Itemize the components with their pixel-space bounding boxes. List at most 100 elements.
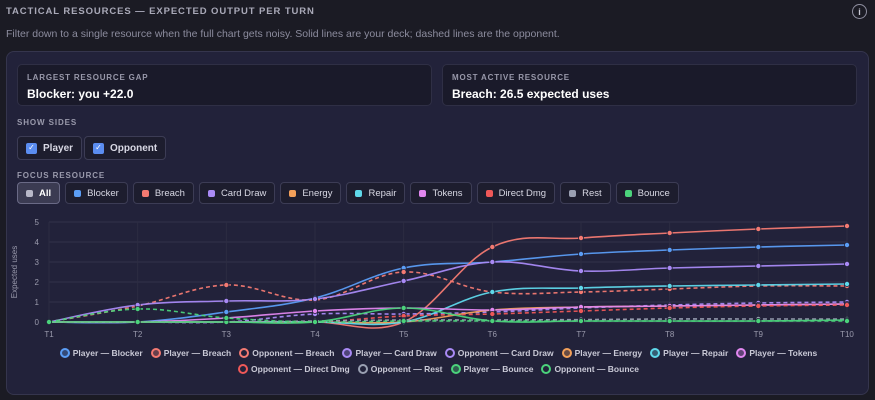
data-point-player-card-draw [223, 297, 230, 304]
legend-marker-icon [561, 348, 572, 358]
legend-item[interactable]: Player — Blocker [59, 348, 143, 358]
x-tick-label: T2 [133, 330, 143, 339]
legend-item[interactable]: Player — Breach [150, 348, 232, 358]
legend-marker-icon [150, 348, 161, 358]
show-sides-label: SHOW SIDES [17, 118, 78, 127]
focus-chip-direct-dmg[interactable]: Direct Dmg [476, 182, 556, 204]
chip-color-swatch [207, 189, 215, 197]
data-point-player-bounce [134, 318, 141, 325]
legend-label: Player — Energy [574, 348, 643, 358]
focus-chip-all[interactable]: All [17, 182, 61, 204]
chip-color-swatch [419, 189, 427, 197]
data-point-opponent-bounce [578, 317, 585, 324]
chart-card: LARGEST RESOURCE GAP Blocker: you +22.0 … [6, 51, 869, 395]
data-point-player-card-draw [844, 260, 851, 267]
legend-label: Player — Bounce [463, 364, 534, 374]
data-point-player-card-draw [311, 295, 318, 302]
data-point-opponent-bounce [755, 317, 762, 324]
x-tick-label: T7 [576, 330, 586, 339]
panel-subtitle: Filter down to a single resource when th… [6, 28, 560, 40]
chip-label: Breach [154, 187, 185, 199]
focus-chip-blocker[interactable]: Blocker [65, 182, 128, 204]
legend-item[interactable]: Player — Energy [561, 348, 643, 358]
data-point-opponent-bounce [400, 317, 407, 324]
data-point-opponent-bounce [46, 318, 53, 325]
data-point-opponent-direct-dmg [578, 307, 585, 314]
legend-label: Opponent — Rest [370, 364, 443, 374]
legend-item[interactable]: Opponent — Card Draw [444, 348, 554, 358]
data-point-opponent-breach [223, 281, 230, 288]
data-point-player-repair [578, 284, 585, 291]
stat-label: MOST ACTIVE RESOURCE [452, 73, 570, 82]
chip-label: All [39, 187, 52, 199]
data-point-player-card-draw [578, 267, 585, 274]
chip-color-swatch [26, 189, 33, 197]
legend-label: Player — Breach [163, 348, 232, 358]
x-tick-label: T5 [399, 330, 409, 339]
data-point-player-blocker [223, 308, 230, 315]
stat-value: Breach: 26.5 expected uses [452, 87, 610, 101]
legend-marker-icon [238, 364, 249, 374]
focus-chip-rest[interactable]: Rest [560, 182, 611, 204]
checkbox-checked-icon[interactable]: ✓ [26, 142, 37, 154]
checkbox-checked-icon[interactable]: ✓ [93, 142, 104, 154]
legend-marker-icon [239, 348, 250, 358]
legend-item[interactable]: Player — Repair [650, 348, 728, 358]
legend-marker-icon [736, 348, 747, 358]
legend-item[interactable]: Opponent — Breach [239, 348, 334, 358]
data-point-opponent-direct-dmg [666, 304, 673, 311]
legend-marker-icon [541, 364, 552, 374]
data-point-player-repair [844, 280, 851, 287]
legend-label: Opponent — Direct Dmg [251, 364, 350, 374]
series-line-player-card-draw [48, 260, 848, 323]
data-point-opponent-bounce [489, 317, 496, 324]
legend-label: Player — Card Draw [355, 348, 437, 358]
chip-color-swatch [624, 189, 632, 197]
legend-item[interactable]: Player — Tokens [736, 348, 817, 358]
stat-value: Blocker: you +22.0 [27, 87, 134, 101]
legend-row: Player — Blocker Player — Breach Opponent … [7, 348, 870, 358]
series-line-opponent-breach [48, 271, 848, 323]
legend-marker-icon [450, 364, 461, 374]
data-point-player-bounce [400, 304, 407, 311]
stat-label: LARGEST RESOURCE GAP [27, 73, 149, 82]
x-tick-label: T10 [840, 330, 854, 339]
legend-item[interactable]: Opponent — Bounce [541, 364, 639, 374]
focus-chip-breach[interactable]: Breach [132, 182, 194, 204]
info-icon[interactable]: i [852, 4, 867, 19]
focus-resource-label: FOCUS RESOURCE [17, 171, 106, 180]
legend-label: Player — Blocker [72, 348, 143, 358]
x-tick-label: T1 [44, 330, 54, 339]
line-chart: 0 1 2 3 4 5 T1 T2 T3 T4 T5 T6 T7 T8 T9 T10 Expected uses [10, 218, 854, 339]
chip-color-swatch [485, 189, 493, 197]
legend-marker-icon [444, 348, 455, 358]
legend-label: Opponent — Breach [252, 348, 335, 358]
y-tick-label: 2 [35, 278, 40, 287]
legend-item[interactable]: Opponent — Direct Dmg [238, 364, 350, 374]
focus-chip-repair[interactable]: Repair [346, 182, 406, 204]
series-line-player-tokens [48, 303, 848, 324]
toggle-opponent[interactable]: ✓ Opponent [84, 136, 167, 160]
focus-chip-tokens[interactable]: Tokens [410, 182, 472, 204]
data-point-player-breach [578, 234, 585, 241]
data-point-player-breach [666, 229, 673, 236]
y-tick-label: 5 [35, 218, 40, 227]
chip-label: Rest [582, 187, 602, 199]
focus-chip-energy[interactable]: Energy [280, 182, 342, 204]
data-point-player-repair [489, 288, 496, 295]
legend-marker-icon [342, 348, 353, 358]
data-point-player-card-draw [489, 258, 496, 265]
series-line-opponent-bounce [48, 308, 847, 323]
data-point-opponent-breach [400, 268, 407, 275]
toggle-opponent-label: Opponent [110, 142, 158, 154]
focus-chip-card-draw[interactable]: Card Draw [198, 182, 276, 204]
data-point-player-blocker [666, 246, 673, 253]
focus-chip-bounce[interactable]: Bounce [615, 182, 679, 204]
chip-label: Direct Dmg [498, 187, 547, 199]
legend-item[interactable]: Player — Card Draw [342, 348, 437, 358]
legend-item[interactable]: Opponent — Rest [357, 364, 443, 374]
chip-color-swatch [74, 189, 82, 197]
data-point-player-blocker [844, 241, 851, 248]
legend-item[interactable]: Player — Bounce [450, 364, 534, 374]
toggle-player[interactable]: ✓ Player [17, 136, 83, 160]
